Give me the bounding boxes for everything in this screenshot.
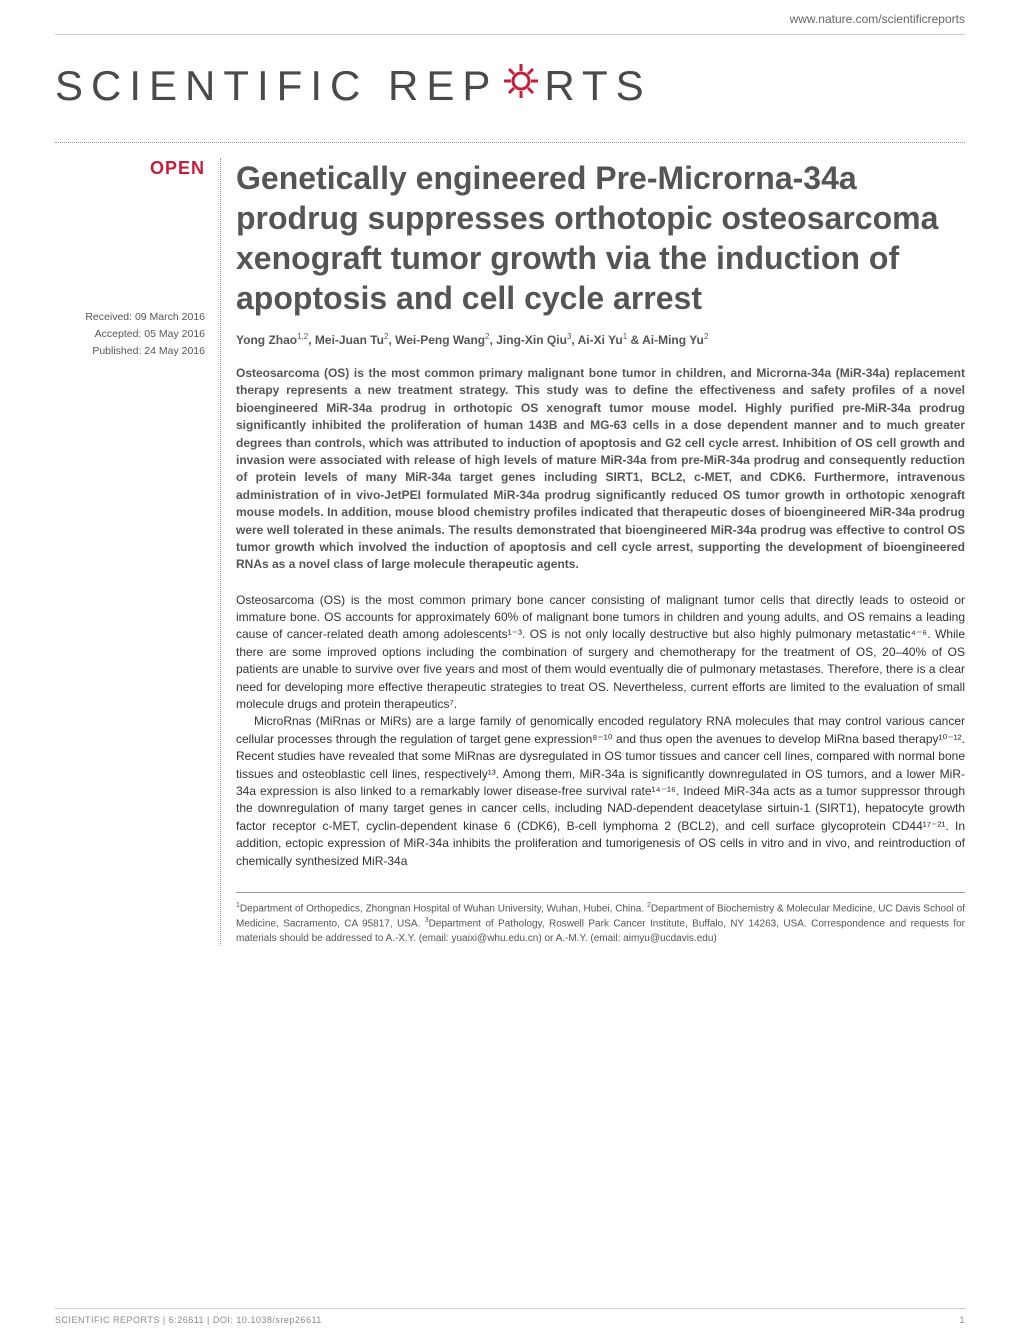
body-text: Osteosarcoma (OS) is the most common pri… bbox=[236, 592, 965, 870]
footer-citation: SCIENTIFIC REPORTS | 6:26611 | DOI: 10.1… bbox=[55, 1315, 322, 1325]
received-date: Received: 09 March 2016 bbox=[55, 309, 205, 326]
published-date: Published: 24 May 2016 bbox=[55, 343, 205, 360]
gear-icon bbox=[500, 60, 542, 112]
right-column: Genetically engineered Pre-Microrna-34a … bbox=[220, 158, 965, 946]
open-access-badge: OPEN bbox=[55, 158, 205, 179]
author-list: Yong Zhao1,2, Mei-Juan Tu2, Wei-Peng Wan… bbox=[236, 332, 965, 347]
affiliations: 1Department of Orthopedics, Zhongnan Hos… bbox=[236, 892, 965, 946]
paragraph-2: MicroRnas (MiRnas or MiRs) are a large f… bbox=[236, 713, 965, 870]
publication-meta: Received: 09 March 2016 Accepted: 05 May… bbox=[55, 309, 205, 359]
article-title: Genetically engineered Pre-Microrna-34a … bbox=[236, 158, 965, 318]
logo-text-after: RTS bbox=[544, 62, 651, 110]
header-divider bbox=[55, 34, 965, 35]
accepted-date: Accepted: 05 May 2016 bbox=[55, 326, 205, 343]
logo-text-before: SCIENTIFIC REP bbox=[55, 62, 498, 110]
journal-logo: SCIENTIFIC REP RTS bbox=[0, 60, 1020, 142]
page-footer: SCIENTIFIC REPORTS | 6:26611 | DOI: 10.1… bbox=[0, 1308, 1020, 1325]
header-url: www.nature.com/scientificreports bbox=[0, 0, 1020, 34]
content-area: OPEN Received: 09 March 2016 Accepted: 0… bbox=[0, 143, 1020, 946]
paragraph-1: Osteosarcoma (OS) is the most common pri… bbox=[236, 592, 965, 714]
page-number: 1 bbox=[959, 1315, 965, 1325]
abstract: Osteosarcoma (OS) is the most common pri… bbox=[236, 365, 965, 574]
footer-divider bbox=[55, 1308, 965, 1309]
left-column: OPEN Received: 09 March 2016 Accepted: 0… bbox=[55, 158, 220, 946]
